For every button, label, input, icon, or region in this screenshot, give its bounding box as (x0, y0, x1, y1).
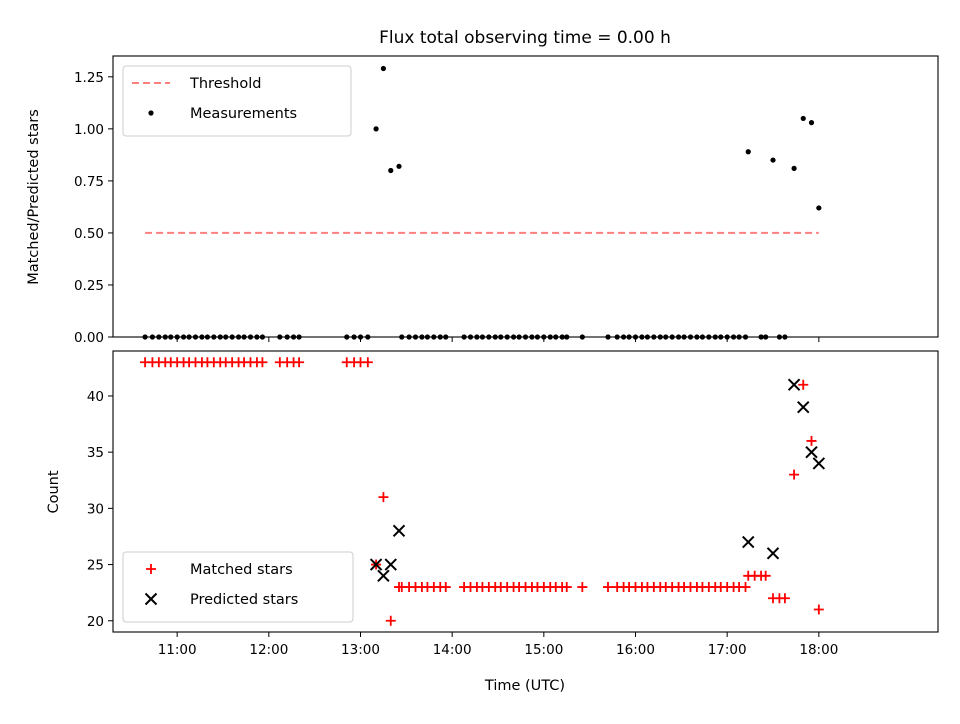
matched-star-marker (385, 615, 396, 626)
predicted-star-marker (377, 569, 390, 583)
measurement-point (388, 167, 394, 174)
x-tick-label: 17:00 (708, 642, 747, 658)
measurement-point (380, 65, 387, 72)
legend-measurement-swatch (148, 110, 154, 116)
matched-star-marker (760, 570, 771, 581)
y-tick-label: 0.25 (74, 278, 104, 294)
x-tick-label: 15:00 (524, 642, 563, 658)
matched-star-marker (603, 582, 613, 593)
x-axis-label: Time (UTC) (484, 678, 565, 694)
measurement-point (770, 157, 776, 163)
y-tick-label: 30 (87, 501, 104, 517)
legend-label: Matched stars (190, 562, 293, 578)
predicted-star-marker (742, 535, 755, 549)
y-tick-label: 1.00 (74, 122, 104, 138)
x-tick-label: 16:00 (616, 642, 655, 658)
measurement-point (791, 165, 797, 171)
axes-frame (112, 350, 939, 633)
predicted-star-marker (384, 558, 397, 571)
x-tick-label: 18:00 (799, 642, 838, 658)
bottom-y-axis-label: Count (46, 470, 62, 513)
x-tick-label: 11:00 (158, 642, 197, 658)
predicted-star-marker (392, 524, 406, 538)
x-tick-label: 13:00 (341, 642, 380, 658)
legend: Matched stars Predicted stars (122, 551, 354, 623)
matched-star-marker (440, 582, 451, 593)
matched-star-marker (779, 593, 790, 604)
matched-star-marker (378, 492, 389, 503)
measurement-point (373, 126, 379, 132)
legend-label: Threshold (189, 76, 261, 92)
y-tick-label: 20 (87, 614, 104, 630)
matched-star-marker (257, 357, 268, 368)
legend-label: Measurements (190, 106, 297, 122)
legend: Threshold Measurements (122, 65, 352, 137)
y-tick-label: 35 (87, 445, 104, 461)
matched-star-marker (577, 582, 588, 593)
y-tick-label: 40 (87, 389, 104, 405)
legend-box (122, 551, 354, 623)
matched-star-marker (740, 582, 751, 593)
predicted-star-marker (766, 547, 780, 560)
predicted-star-marker (805, 445, 818, 459)
matched-star-marker (561, 582, 572, 593)
x-tick-label: 14:00 (433, 642, 472, 658)
predicted-star-marker (369, 558, 383, 571)
measurement-point (808, 120, 815, 126)
predicted-star-marker (787, 378, 801, 391)
top-y-axis-label: Matched/Predicted stars (26, 109, 42, 285)
legend-predicted-swatch (144, 592, 158, 606)
measurement-point (745, 149, 751, 155)
matched-star-marker (362, 357, 373, 368)
matched-star-marker (294, 357, 305, 368)
measurement-point (816, 205, 822, 211)
y-tick-label: 0.00 (74, 330, 104, 346)
bottom-plot: 20 25 30 35 40 11:00 12:00 13:00 14:00 15:00 16:00… (87, 350, 939, 658)
x-tick-label: 12:00 (249, 642, 288, 658)
y-tick-label: 25 (87, 558, 104, 574)
y-tick-label: 0.75 (74, 174, 104, 190)
matched-star-marker (789, 469, 800, 480)
predicted-star-marker (812, 457, 826, 470)
legend-box (122, 65, 352, 137)
matched-star-marker (806, 435, 817, 446)
top-plot: 0.00 0.25 0.50 0.75 1.00 1.25 Threshold Measure… (74, 55, 939, 346)
measurement-point (800, 115, 806, 122)
legend-label: Predicted stars (190, 592, 298, 608)
legend-matched-swatch (146, 564, 156, 574)
y-tick-label: 1.25 (74, 70, 104, 86)
y-tick-label: 0.50 (74, 226, 104, 242)
matched-star-marker (798, 379, 809, 390)
predicted-star-marker (797, 400, 810, 414)
measurement-point (396, 163, 402, 169)
matched-star-marker (813, 604, 824, 615)
axes-frame (112, 55, 939, 338)
chart-title: Flux total observing time = 0.00 h (379, 28, 671, 48)
